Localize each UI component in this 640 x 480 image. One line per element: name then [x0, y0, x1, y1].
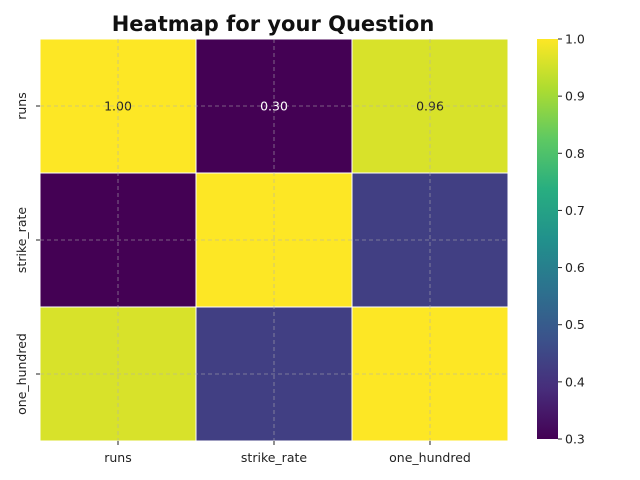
colorbar-tick-label: 0.5 — [565, 317, 585, 332]
chart-title: Heatmap for your Question — [112, 12, 435, 36]
grid-lines — [40, 39, 508, 441]
x-tick-label: strike_rate — [241, 450, 307, 465]
colorbar-ticks: 0.3 0.4 0.5 0.6 0.7 0.8 0.9 1.0 — [558, 32, 585, 447]
y-axis: runs strike_rate one_hundred — [14, 92, 40, 415]
colorbar-gradient — [537, 39, 558, 439]
colorbar-tick-label: 0.8 — [565, 146, 585, 161]
y-tick-label: runs — [14, 92, 29, 120]
colorbar-tick-label: 0.3 — [565, 432, 585, 447]
colorbar — [537, 39, 558, 439]
colorbar-tick-label: 0.4 — [565, 374, 585, 389]
x-tick-label: one_hundred — [389, 450, 471, 465]
colorbar-tick-label: 0.9 — [565, 89, 585, 104]
x-axis: runs strike_rate one_hundred — [104, 441, 471, 465]
x-tick-label: runs — [104, 450, 132, 465]
y-tick-label: one_hundred — [14, 333, 29, 415]
colorbar-tick-label: 0.7 — [565, 203, 585, 218]
y-tick-label: strike_rate — [14, 207, 29, 273]
colorbar-tick-label: 1.0 — [565, 32, 585, 47]
colorbar-tick-label: 0.6 — [565, 260, 585, 275]
